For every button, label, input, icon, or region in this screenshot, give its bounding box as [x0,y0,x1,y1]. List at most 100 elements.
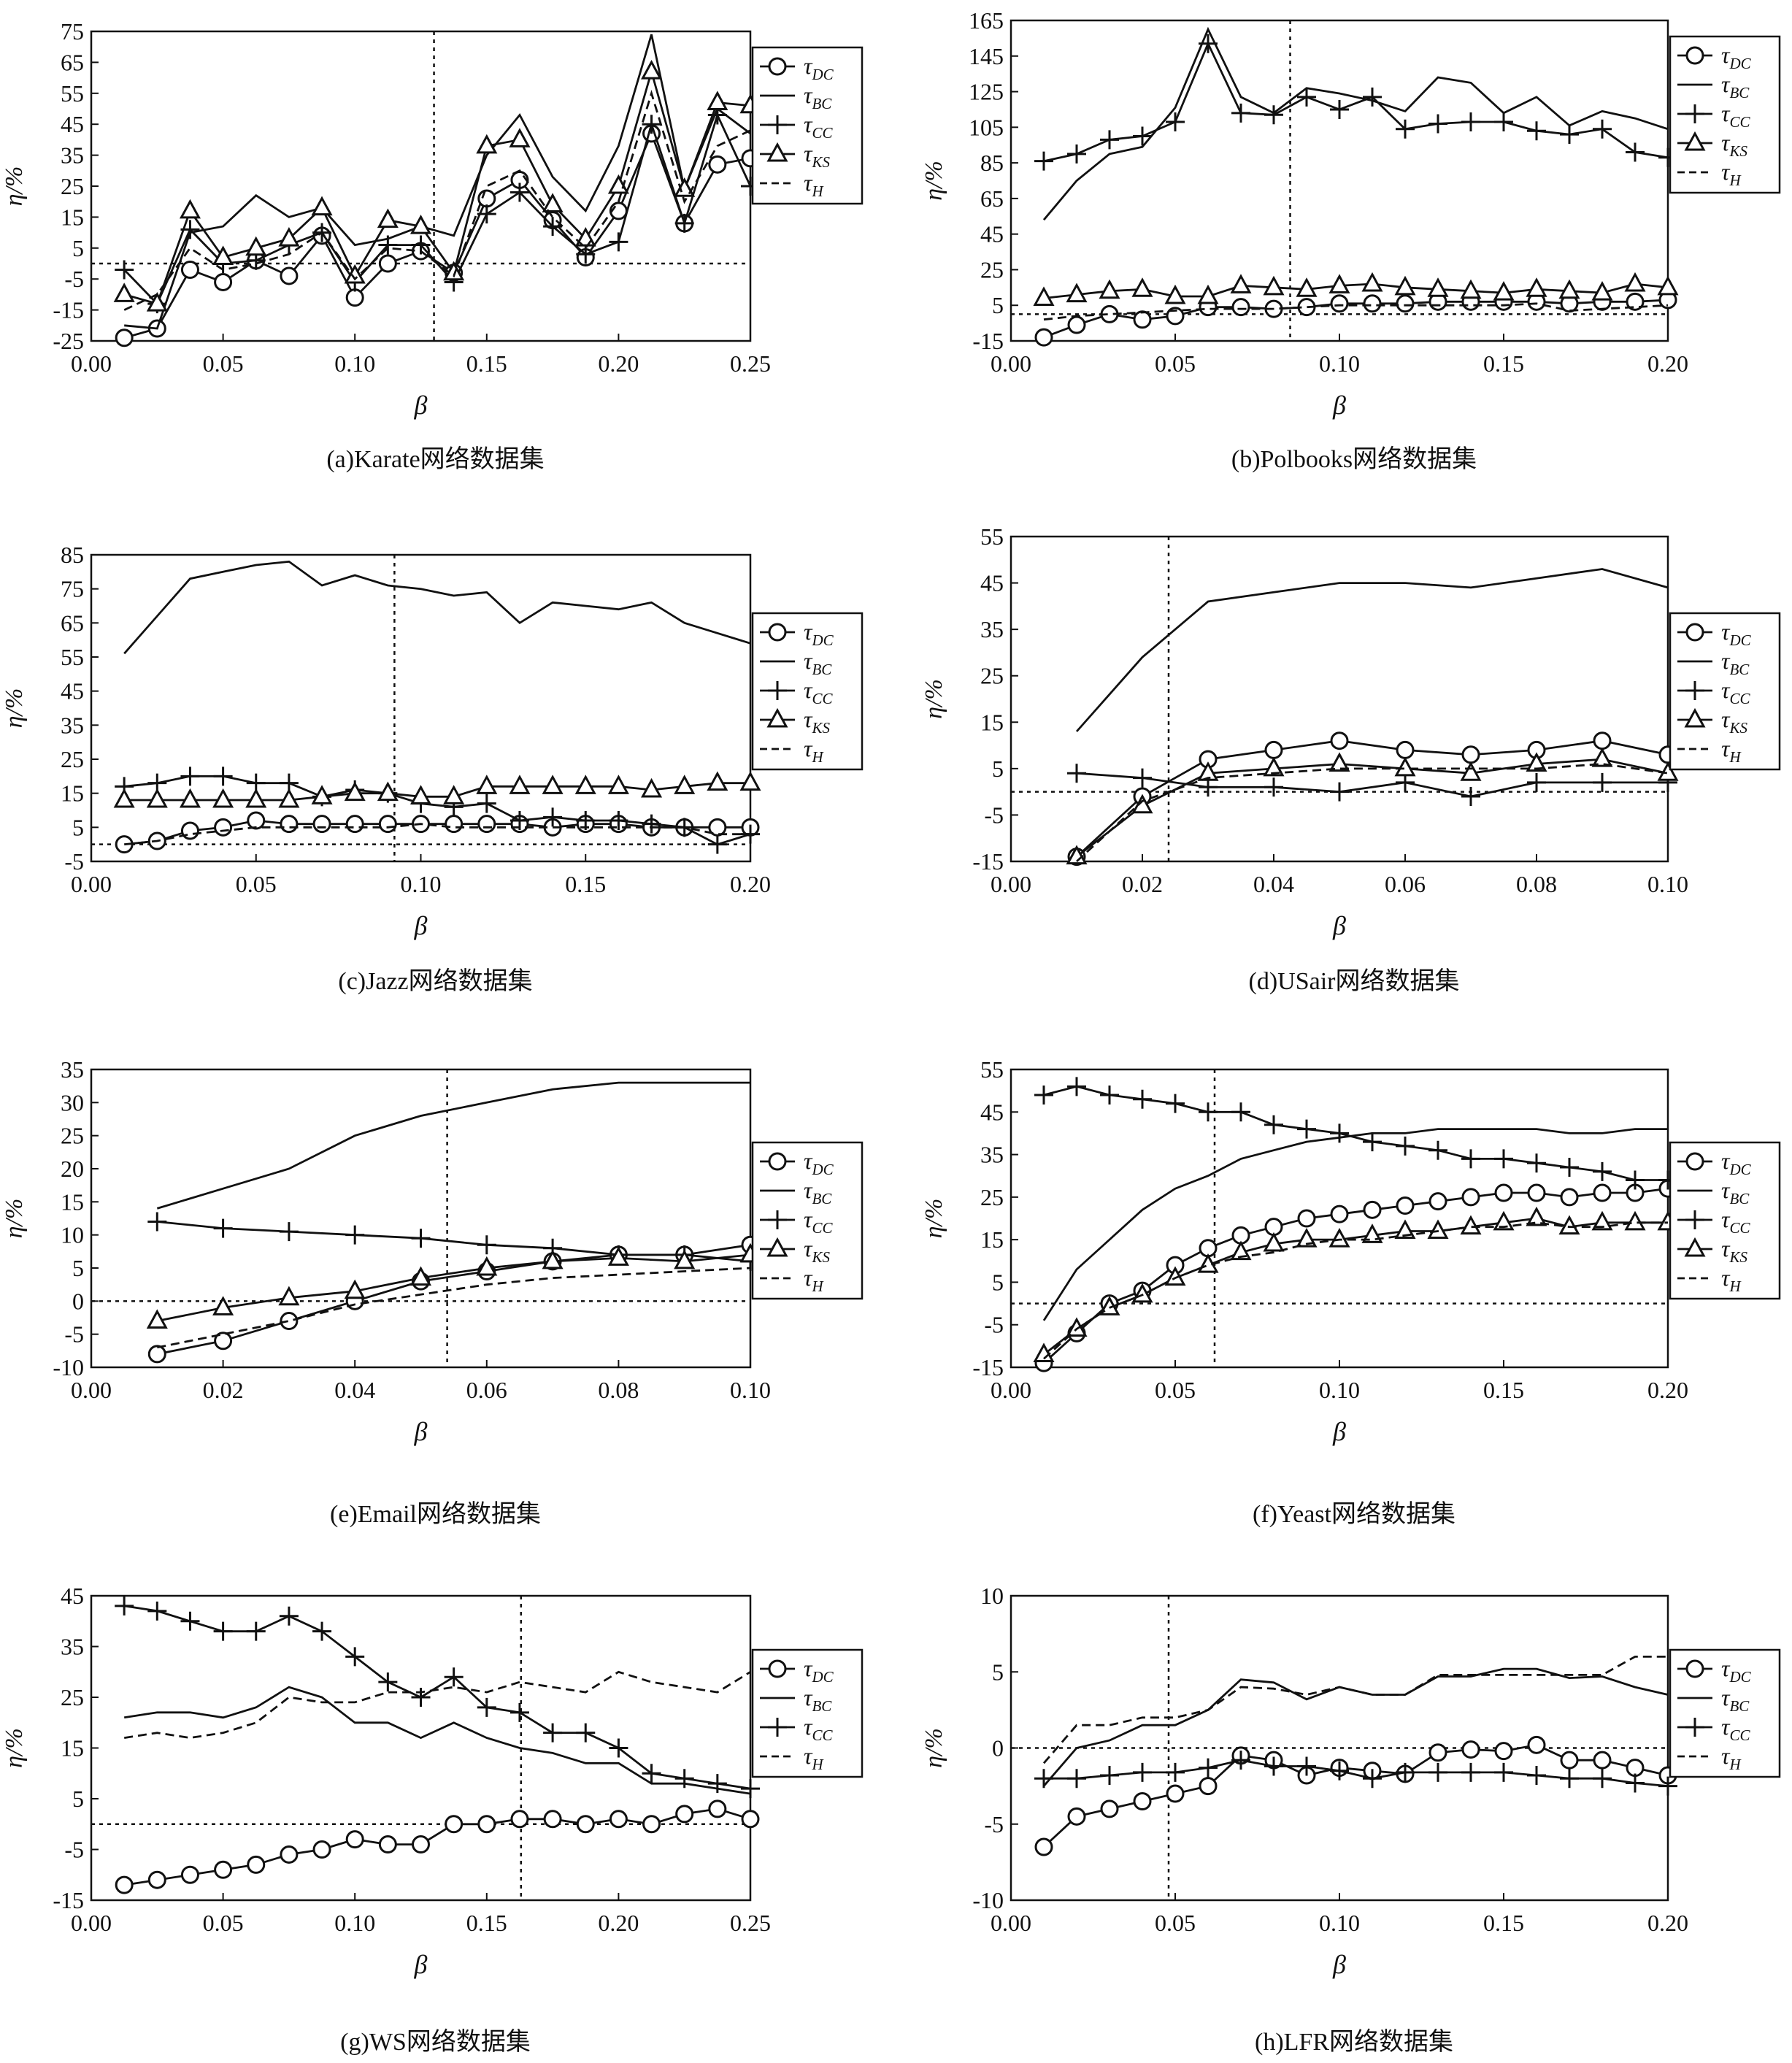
data-point-τCC [1461,1762,1480,1782]
x-axis-title: β [414,1417,428,1446]
x-tick-label: 0.20 [598,1910,639,1936]
data-point-τDC [543,1810,562,1829]
data-point-τDC [1560,1188,1579,1207]
data-point-τDC [1330,294,1349,313]
legend-symbol: τ [1721,1684,1731,1710]
data-point-τCC [1363,87,1382,107]
y-tick-label: 45 [61,1583,84,1609]
y-tick-label: 45 [980,1099,1004,1125]
legend-symbol: τ [804,1684,813,1710]
data-point-τCC [180,1611,200,1631]
data-point-τCC [411,1229,431,1248]
data-point-τCC [1166,1094,1185,1113]
data-point-τKS [1558,279,1580,299]
data-point-τCC [1264,105,1283,125]
legend-label: τH [804,735,824,766]
y-tick-label: 25 [980,1184,1004,1210]
x-tick-label: 0.00 [71,871,112,897]
y-tick-label: 75 [61,18,84,45]
y-axis-title: η/% [1,166,28,207]
legend-symbol: τ [1721,1713,1731,1740]
data-point-τCC [279,1606,299,1626]
data-point-τCC [1626,1773,1645,1793]
legend-label: τH [1721,158,1742,189]
y-tick-label: -5 [64,1837,84,1863]
legend-label: τDC [1721,618,1752,649]
data-point-τDC [1034,328,1053,347]
chart-caption: (e)Email网络数据集 [330,1500,541,1528]
y-axis-title: η/% [920,161,947,201]
data-point-τKS [1328,274,1350,293]
legend-symbol: τ [1721,71,1731,97]
legend-symbol: τ [804,735,813,761]
data-point-τKS [1460,1215,1482,1235]
data-point-τDC [1166,1784,1185,1803]
legend-marker-τCC [768,115,787,134]
legend-subscript: BC [1729,661,1750,678]
data-point-τKS [674,1249,696,1269]
data-point-τCC [609,232,628,252]
legend-subscript: CC [812,1726,833,1744]
data-point-τCC [378,235,398,255]
data-point-τCC [1396,1136,1415,1156]
legend-symbol: τ [1721,1743,1731,1769]
legend-symbol: τ [804,53,813,79]
legend-symbol: τ [804,111,813,137]
series-line-τH [157,1267,751,1349]
data-point-τKS [344,781,366,802]
x-axis-title: β [414,391,428,420]
data-point-τKS [1230,1240,1252,1261]
legend-symbol: τ [1721,129,1731,155]
y-tick-label: 75 [61,576,84,602]
x-axis-title: β [414,1950,428,1979]
series-line-τBC [123,560,751,655]
legend-symbol: τ [1721,1206,1731,1232]
x-tick-label: 0.05 [203,1910,244,1936]
data-point-τKS [443,785,465,804]
y-tick-label: 25 [61,1684,84,1710]
y-tick-label: -5 [984,1811,1004,1837]
data-point-τKS [476,1256,498,1276]
legend-label: τCC [804,1713,833,1744]
legend-subscript: DC [811,631,834,649]
data-point-τCC [1330,1123,1349,1143]
y-tick-label: 30 [61,1089,84,1115]
legend-subscript: DC [811,1161,834,1178]
x-tick-label: 0.25 [730,350,771,377]
data-point-τCC [1658,1776,1677,1796]
legend-subscript: CC [1729,1726,1750,1744]
y-tick-label: 15 [61,1188,84,1215]
data-point-τDC [214,818,233,837]
data-point-τCC [147,1212,167,1232]
legend-label: τDC [1721,42,1752,72]
y-tick-label: -15 [53,297,84,323]
data-point-τDC [147,1345,166,1364]
data-point-τDC [576,1815,595,1834]
series-line-τBC [1042,1128,1668,1321]
data-point-τCC [1593,119,1612,139]
legend-subscript: BC [1729,84,1750,101]
data-point-τKS [278,226,300,247]
data-point-τKS [542,775,564,794]
data-point-τKS [245,236,267,256]
data-point-τKS [179,199,201,219]
legend-symbol: τ [804,169,813,196]
series-line-τKS [157,1253,751,1322]
legend-symbol: τ [804,677,813,703]
data-point-τKS [212,1296,234,1315]
y-tick-label: 35 [980,616,1004,642]
legend-marker-τCC [768,681,787,700]
y-axis-title: η/% [1,1199,28,1239]
data-point-τDC [708,1799,727,1818]
y-tick-label: 55 [980,1056,1004,1083]
legend-subscript: H [1728,1756,1742,1773]
x-tick-label: 0.04 [1253,871,1294,897]
x-tick-label: 0.05 [1155,1377,1196,1403]
legend-symbol: τ [1721,735,1731,761]
legend-marker-τDC [1685,46,1704,65]
y-tick-label: -5 [984,1312,1004,1338]
legend-symbol: τ [1721,1264,1731,1291]
data-point-τCC [1461,112,1480,132]
data-point-τDC [280,815,299,834]
y-tick-label: -5 [64,848,84,875]
